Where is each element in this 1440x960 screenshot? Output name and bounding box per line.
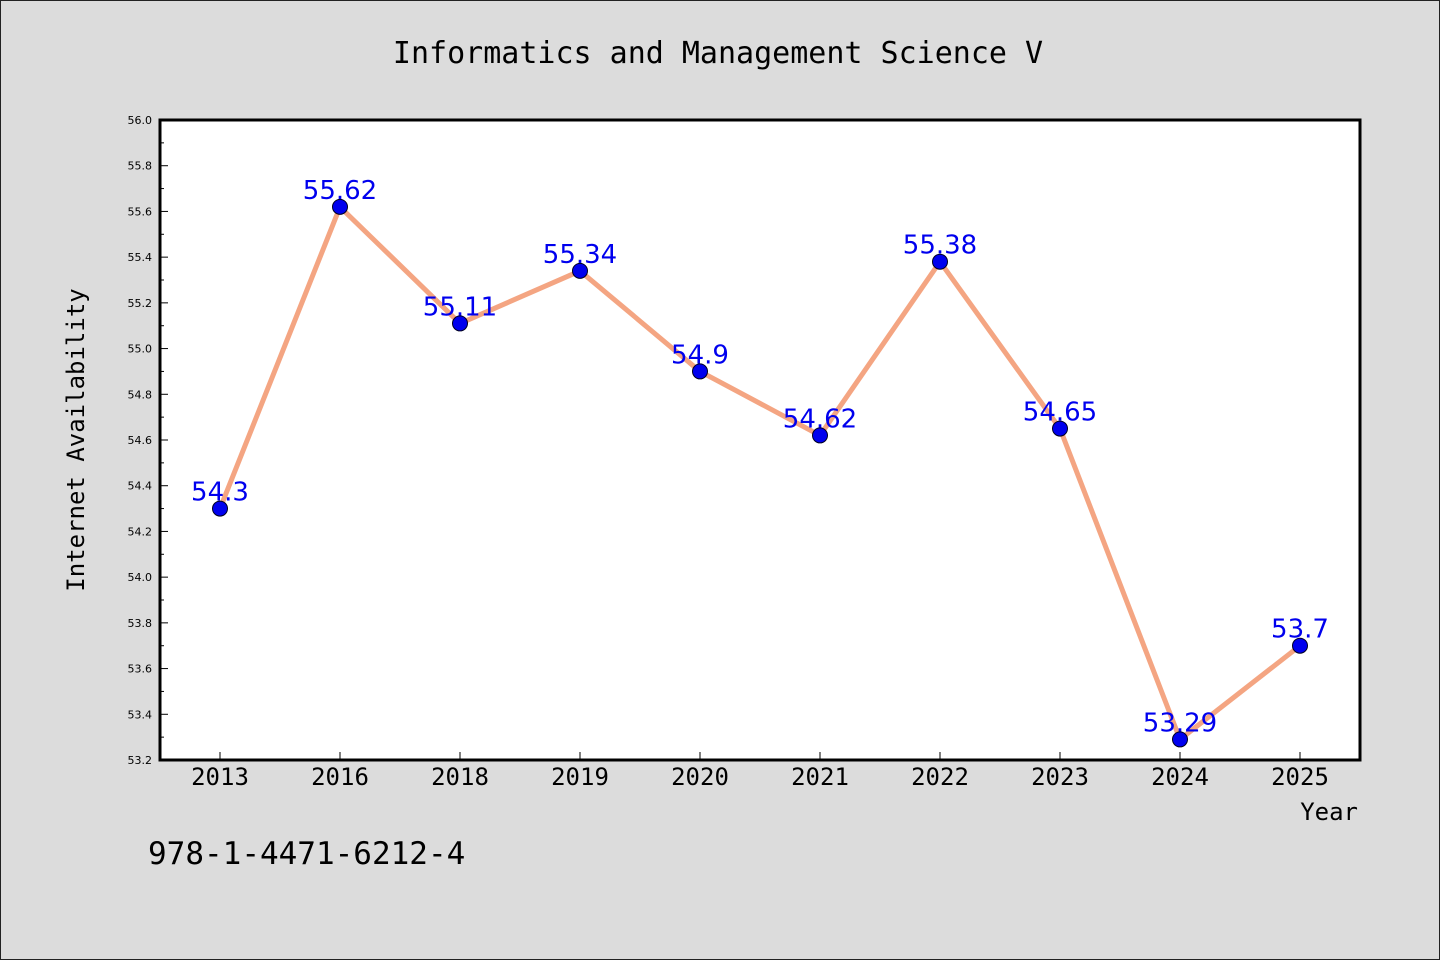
x-tick-label: 2018 bbox=[431, 763, 489, 791]
x-tick-label: 2021 bbox=[791, 763, 849, 791]
data-label: 54.3 bbox=[191, 478, 249, 508]
y-tick-label: 53.2 bbox=[128, 754, 153, 767]
y-tick-label: 54.4 bbox=[128, 480, 153, 493]
data-point bbox=[1292, 637, 1308, 654]
x-tick-label: 2024 bbox=[1151, 763, 1209, 791]
y-tick-label: 56.0 bbox=[128, 114, 153, 127]
x-axis: 2013 2016 2018 2019 2020 2021 2022 2023 2024 2025 bbox=[191, 752, 1329, 791]
y-tick-label: 54.8 bbox=[128, 388, 153, 401]
data-label: 55.34 bbox=[543, 240, 617, 270]
data-label: 55.38 bbox=[903, 231, 977, 261]
plot-area bbox=[158, 118, 1362, 762]
x-tick-label: 2022 bbox=[911, 763, 969, 791]
y-tick-label: 55.2 bbox=[128, 297, 153, 310]
data-point bbox=[1172, 731, 1188, 748]
y-tick-label: 55.8 bbox=[128, 160, 153, 173]
y-tick-label: 54.2 bbox=[128, 525, 153, 538]
y-tick-label: 53.6 bbox=[128, 663, 153, 676]
y-axis: 53.2 53.4 53.6 53.8 54.0 54.2 54.4 54.6 54.8 55.0… bbox=[128, 114, 168, 767]
y-axis-label: Internet Availability bbox=[62, 288, 90, 591]
isbn-text: 978-1-4471-6212-4 bbox=[148, 836, 465, 872]
data-label: 54.65 bbox=[1023, 398, 1097, 428]
y-tick-label: 55.4 bbox=[128, 251, 153, 264]
x-tick-label: 2025 bbox=[1271, 763, 1329, 791]
x-tick-label: 2020 bbox=[671, 763, 729, 791]
data-point bbox=[812, 427, 828, 444]
y-tick-label: 55.0 bbox=[128, 343, 153, 356]
x-tick-label: 2019 bbox=[551, 763, 609, 791]
data-label: 54.9 bbox=[671, 340, 729, 370]
data-label: 55.62 bbox=[303, 176, 377, 206]
y-tick-label: 53.8 bbox=[128, 617, 153, 630]
y-tick-label: 54.6 bbox=[128, 434, 153, 447]
data-point bbox=[212, 500, 228, 517]
y-tick-label: 55.6 bbox=[128, 205, 153, 218]
series-line bbox=[217, 204, 1302, 742]
data-label: 53.7 bbox=[1271, 615, 1329, 645]
data-point bbox=[932, 253, 948, 270]
x-axis-label: Year bbox=[1300, 798, 1358, 826]
data-point bbox=[692, 363, 708, 380]
x-tick-label: 2013 bbox=[191, 763, 249, 791]
chart-title: Informatics and Management Science V bbox=[393, 36, 1043, 71]
data-label: 53.29 bbox=[1143, 708, 1217, 738]
y-tick-label: 54.0 bbox=[128, 571, 153, 584]
data-labels: 54.3 55.62 55.11 55.34 54.9 54.62 55.38 54.65 53… bbox=[191, 176, 1329, 739]
data-markers bbox=[212, 198, 1308, 748]
data-point bbox=[572, 262, 588, 279]
y-tick-label: 53.4 bbox=[128, 708, 153, 721]
data-point bbox=[1052, 420, 1068, 437]
data-point bbox=[332, 198, 348, 215]
x-tick-label: 2023 bbox=[1031, 763, 1089, 791]
data-label: 54.62 bbox=[783, 404, 857, 434]
x-tick-label: 2016 bbox=[311, 763, 369, 791]
data-label: 55.11 bbox=[423, 292, 497, 322]
data-point bbox=[452, 315, 468, 332]
